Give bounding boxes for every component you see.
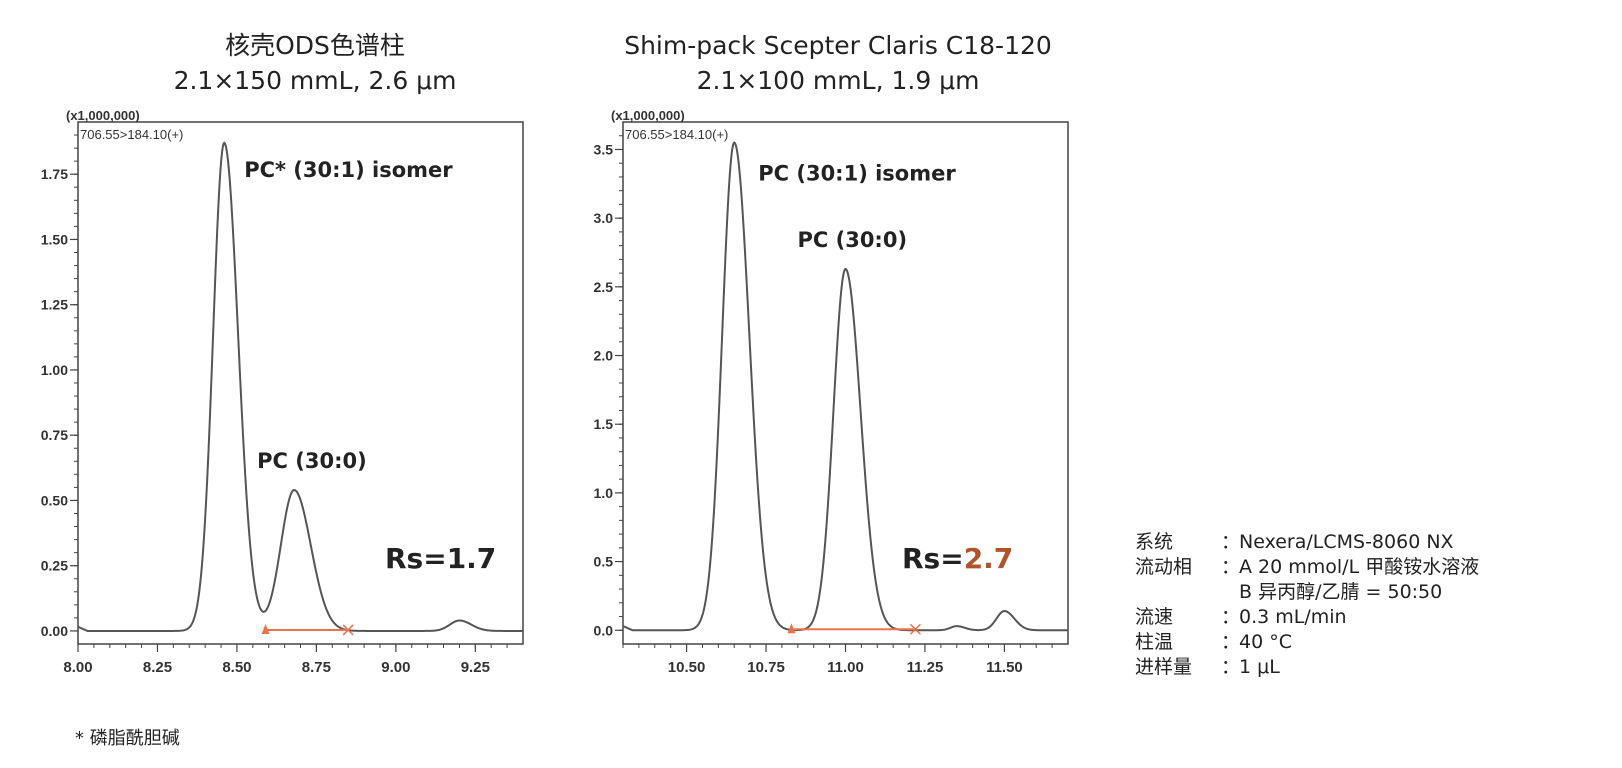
y-tick-label: 3.0 bbox=[594, 210, 614, 226]
condition-colon: ： bbox=[1221, 631, 1241, 653]
y-tick-label: 0.50 bbox=[41, 492, 68, 508]
y-tick-label: 2.0 bbox=[594, 348, 614, 364]
y-tick-label: 0.25 bbox=[41, 558, 68, 574]
condition-row-system: 系统 ： Nexera/LCMS-8060 NX bbox=[1135, 530, 1479, 555]
resolution-value: 1.7 bbox=[447, 542, 497, 575]
y-tick-label: 0.0 bbox=[594, 622, 614, 638]
condition-label: 流动相 bbox=[1135, 556, 1193, 578]
condition-row-injection-volume: 进样量 ： 1 μL bbox=[1135, 655, 1479, 680]
chart-left-title-line1: 核壳ODS色谱柱 bbox=[225, 31, 405, 60]
integration-end-marker bbox=[342, 624, 354, 636]
y-tick-label: 0.75 bbox=[41, 427, 68, 443]
x-tick-label: 11.00 bbox=[827, 659, 864, 676]
y-tick-label: 1.0 bbox=[594, 485, 614, 501]
y-tick-label: 1.50 bbox=[41, 231, 68, 247]
x-tick-label: 10.50 bbox=[668, 659, 706, 676]
condition-value: Nexera/LCMS-8060 NX bbox=[1239, 531, 1454, 553]
condition-label: 流速 bbox=[1135, 606, 1174, 628]
condition-value: 0.3 mL/min bbox=[1239, 606, 1347, 628]
integration-start-marker bbox=[787, 623, 796, 634]
condition-colon: ： bbox=[1221, 606, 1241, 628]
chart-right-title: Shim-pack Scepter Claris C18-120 2.1×100… bbox=[598, 28, 1078, 98]
chart-right-title-line2: 2.1×100 mmL, 1.9 μm bbox=[696, 66, 980, 95]
x-tick-label: 11.50 bbox=[986, 659, 1023, 676]
x-tick-label: 8.50 bbox=[222, 659, 251, 676]
condition-row-column-temp: 柱温 ： 40 °C bbox=[1135, 630, 1479, 655]
resolution-prefix: Rs= bbox=[385, 542, 447, 575]
y-tick-label: 0.5 bbox=[594, 554, 614, 570]
condition-colon: ： bbox=[1221, 656, 1241, 678]
chromatogram-left: 8.00 8.25 8.50 8.75 9.00 9.25 0.00 0.25 0.50 0.75… bbox=[41, 108, 524, 676]
trace-label: 706.55>184.10(+) bbox=[80, 127, 183, 142]
peak-label: PC (30:0) bbox=[798, 228, 908, 252]
x-tick-label: 9.00 bbox=[381, 659, 410, 676]
x-tick-label: 9.25 bbox=[461, 659, 490, 676]
condition-value: 40 °C bbox=[1239, 631, 1292, 653]
y-tick-label: 3.5 bbox=[594, 141, 614, 157]
chromatogram-trace bbox=[77, 141, 523, 632]
chart-right-title-line1: Shim-pack Scepter Claris C18-120 bbox=[624, 31, 1052, 60]
footnote: * 磷脂酰胆碱 bbox=[75, 728, 180, 749]
y-tick-label: 1.25 bbox=[41, 297, 68, 313]
condition-value: 1 μL bbox=[1239, 656, 1280, 678]
x-tick-label: 10.75 bbox=[747, 659, 785, 676]
peak-label: PC (30:1) isomer bbox=[758, 162, 956, 186]
trace-label: 706.55>184.10(+) bbox=[625, 127, 728, 142]
chart-left-title: 核壳ODS色谱柱 2.1×150 mmL, 2.6 μm bbox=[75, 28, 555, 98]
condition-label: 系统 bbox=[1135, 531, 1174, 553]
y-tick-label: 1.00 bbox=[41, 362, 68, 378]
scale-note: (x1,000,000) bbox=[611, 108, 685, 123]
peak-label: PC* (30:1) isomer bbox=[244, 158, 453, 182]
condition-colon: ： bbox=[1221, 531, 1241, 553]
condition-row-flow-rate: 流速 ： 0.3 mL/min bbox=[1135, 605, 1479, 630]
condition-label: 柱温 bbox=[1135, 631, 1174, 653]
x-tick-label: 8.25 bbox=[143, 659, 172, 676]
integration-start-marker bbox=[261, 623, 270, 634]
condition-colon: ： bbox=[1221, 556, 1241, 578]
chromatogram-right: 10.50 10.75 11.00 11.25 11.50 0.0 0.5 1.0 1.5 2.0… bbox=[594, 108, 1069, 676]
condition-value-continued: B 异丙醇/乙腈 = 50:50 bbox=[1239, 581, 1443, 603]
y-tick-label: 0.00 bbox=[41, 623, 68, 639]
chart-left-title-line2: 2.1×150 mmL, 2.6 μm bbox=[173, 66, 457, 95]
resolution-value: 2.7 bbox=[964, 542, 1014, 575]
y-tick-label: 1.5 bbox=[594, 416, 614, 432]
scale-note: (x1,000,000) bbox=[66, 108, 140, 123]
x-tick-label: 11.25 bbox=[907, 659, 944, 676]
peak-label: PC (30:0) bbox=[257, 449, 367, 473]
resolution-label: Rs=1.7 bbox=[385, 542, 496, 575]
condition-value: A 20 mmol/L 甲酸铵水溶液 bbox=[1239, 556, 1480, 578]
integration-end-marker bbox=[909, 623, 921, 635]
resolution-prefix: Rs= bbox=[902, 542, 964, 575]
chromatogram-trace bbox=[622, 141, 1068, 632]
conditions-block: 系统 ： Nexera/LCMS-8060 NX 流动相 ： A 20 mmol… bbox=[1135, 530, 1479, 680]
condition-label: 进样量 bbox=[1135, 656, 1193, 678]
x-tick-label: 8.00 bbox=[63, 659, 92, 676]
y-tick-label: 2.5 bbox=[594, 279, 614, 295]
x-tick-label: 8.75 bbox=[302, 659, 331, 676]
condition-row-mobile-phase: 流动相 ： A 20 mmol/L 甲酸铵水溶液 bbox=[1135, 555, 1479, 580]
resolution-label: Rs=2.7 bbox=[902, 542, 1013, 575]
y-tick-label: 1.75 bbox=[41, 166, 68, 182]
